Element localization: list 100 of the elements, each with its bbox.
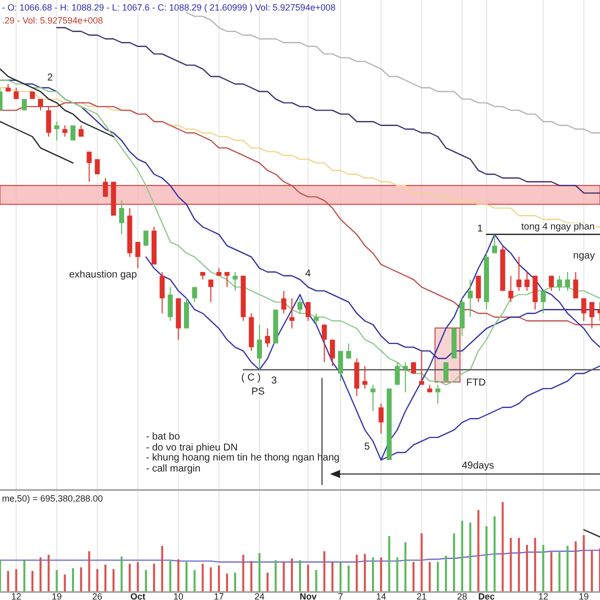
candlestick <box>516 256 522 292</box>
candlestick <box>540 290 546 314</box>
bar <box>177 559 180 592</box>
bar <box>364 554 366 592</box>
x-tick-label: 12 <box>538 591 548 600</box>
bar <box>453 533 456 592</box>
bar <box>388 536 390 592</box>
candlestick <box>362 366 368 390</box>
bar <box>299 560 301 592</box>
bar <box>258 553 260 592</box>
candlestick <box>419 350 424 386</box>
text: - call margin <box>146 464 200 475</box>
bar <box>218 566 220 592</box>
candlestick <box>589 302 594 329</box>
annotation: 1 <box>477 224 484 235</box>
candlestick <box>62 124 68 138</box>
bar <box>558 552 560 592</box>
annotation: ( C ) <box>241 372 261 384</box>
x-tick-label: 19 <box>578 591 589 600</box>
candlestick <box>265 328 270 348</box>
candlestick <box>378 403 384 434</box>
bar <box>112 569 115 592</box>
bar <box>144 570 147 592</box>
candlestick <box>370 384 376 412</box>
bar <box>542 544 544 592</box>
bar <box>169 561 172 592</box>
bar <box>331 562 334 592</box>
candlestick <box>548 275 554 292</box>
candlestick <box>330 339 335 366</box>
bar <box>290 558 293 592</box>
candlestick <box>208 279 214 303</box>
text: 2 <box>47 72 54 84</box>
bar <box>242 554 244 592</box>
x-tick-label: Oct <box>130 591 146 600</box>
bar <box>307 564 310 592</box>
bar <box>56 570 58 592</box>
candlestick <box>86 151 92 182</box>
candlestick <box>70 124 76 141</box>
annotation: ngay <box>573 250 595 262</box>
bar <box>153 564 156 592</box>
candlestick <box>394 362 400 386</box>
text: - O: 1066.68 - H: 1088.29 - L: 1067.6 - C: 1088.29 ( 21.60999 ) Vol: 5.927594e+008 <box>2 2 336 12</box>
candlestick <box>435 384 440 404</box>
x-tick-label: 19 <box>52 591 62 600</box>
bar <box>88 551 90 592</box>
candlestick <box>232 272 238 292</box>
candlestick <box>565 272 570 292</box>
bar <box>534 538 536 592</box>
bar <box>194 570 196 592</box>
bar <box>582 535 585 592</box>
text: .29 - Vol: 5.927594e+008 <box>2 15 103 26</box>
candlestick <box>102 178 108 198</box>
candlestick <box>581 298 586 322</box>
bar <box>23 560 26 592</box>
bar <box>494 516 496 592</box>
bar <box>550 552 552 592</box>
bar <box>412 562 415 592</box>
candlestick <box>281 290 286 314</box>
bar <box>128 564 131 592</box>
candlestick <box>22 98 27 111</box>
x-tick-label: 7 <box>338 591 344 600</box>
candlestick <box>160 272 165 314</box>
candlestick <box>508 275 514 303</box>
text: 49days <box>462 460 494 472</box>
annotation: FTD <box>466 378 486 389</box>
x-tick-label: 24 <box>254 591 264 600</box>
candlestick <box>306 302 311 322</box>
candlestick <box>468 279 473 318</box>
annotation: 4 <box>305 268 312 280</box>
x-tick-label: Dec <box>478 591 495 600</box>
candlestick <box>224 272 230 288</box>
candlestick <box>346 342 352 359</box>
bar <box>202 564 204 592</box>
x-tick-label: 17 <box>214 591 224 600</box>
bar <box>510 538 512 592</box>
candlestick <box>338 350 344 382</box>
bar <box>518 538 520 592</box>
x-tick-label: Nov <box>300 591 317 600</box>
bar <box>420 533 423 592</box>
bar <box>266 572 269 592</box>
bar <box>469 522 472 592</box>
bar <box>574 541 577 592</box>
bar <box>80 567 82 592</box>
candlestick <box>289 298 294 329</box>
candlestick <box>443 362 448 382</box>
x-tick-label: 12 <box>11 591 22 600</box>
candlestick <box>94 158 100 175</box>
bar <box>234 572 236 592</box>
candlestick <box>54 121 60 141</box>
candlestick <box>314 312 319 326</box>
bar <box>461 520 464 592</box>
x-tick-label: 10 <box>173 591 184 600</box>
bar <box>226 574 228 592</box>
bar <box>96 569 98 592</box>
bar <box>590 550 593 592</box>
bar <box>40 557 42 592</box>
annotation: me,50) = 695,380,288.00 <box>2 493 103 504</box>
candlestick <box>556 275 562 292</box>
candlestick <box>38 98 44 111</box>
candlestick <box>135 241 140 269</box>
